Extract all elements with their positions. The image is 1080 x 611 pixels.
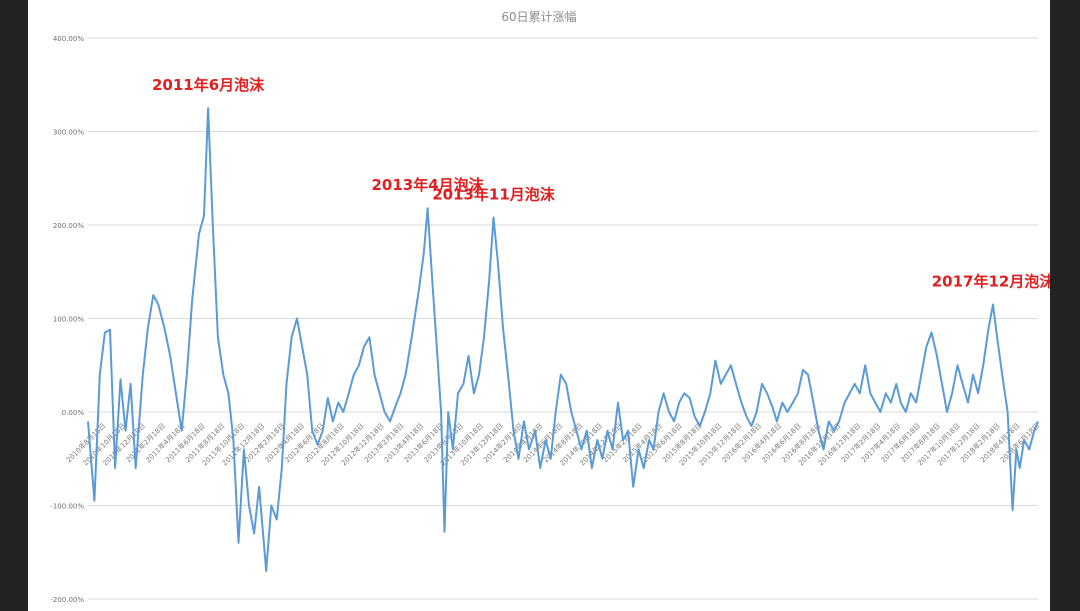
y-tick-label: -200.00% (50, 596, 84, 604)
chart-title: 60日累计涨幅 (501, 10, 577, 24)
series-line (87, 107, 1039, 572)
y-tick-label: 400.00% (53, 35, 84, 43)
peak-annotation: 2013年4月泡沫 (371, 176, 484, 194)
y-tick-label: 100.00% (53, 316, 84, 324)
y-tick-label: 200.00% (53, 222, 84, 230)
peak-annotation: 2013年11月泡沫 (432, 186, 556, 204)
peak-annotation: 2011年6月泡沫 (152, 76, 265, 94)
y-tick-label: 0.00% (62, 409, 85, 417)
y-tick-label: -100.00% (50, 503, 84, 511)
y-tick-label: 300.00% (53, 129, 84, 137)
chart-panel: 60日累计涨幅 400.00% 300.00% 200.00% 100.00% 0.00… (28, 0, 1050, 611)
peak-annotation: 2017年12月泡沫 (932, 272, 1050, 290)
line-chart: 400.00% 300.00% 200.00% 100.00% 0.00% -100.00… (50, 35, 1050, 604)
